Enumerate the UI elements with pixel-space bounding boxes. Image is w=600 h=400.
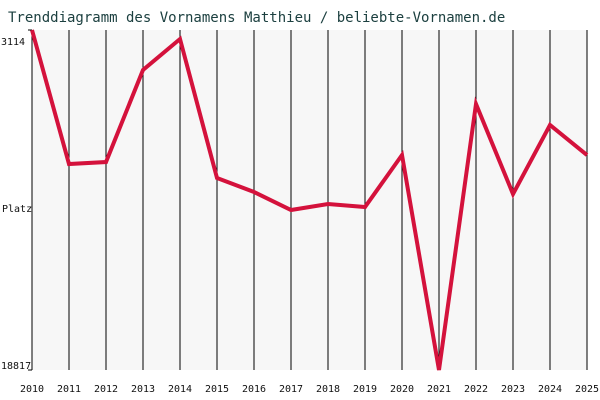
x-tick-label: 2022: [464, 384, 488, 395]
x-tick-label: 2020: [390, 384, 414, 395]
x-tick-label: 2015: [205, 384, 229, 395]
x-tick-label: 2011: [57, 384, 81, 395]
x-tick-label: 2016: [242, 384, 266, 395]
data-line: [30, 29, 589, 371]
plot-area: [32, 30, 587, 370]
x-tick-label: 2025: [575, 384, 599, 395]
x-tick-label: 2018: [316, 384, 340, 395]
chart-title: Trenddiagramm des Vornamens Matthieu / b…: [8, 10, 505, 26]
y-tick-label: 3114: [1, 37, 25, 48]
x-tick-label: 2010: [20, 384, 44, 395]
x-tick-label: 2013: [131, 384, 155, 395]
y-tick-label: 18817: [1, 361, 31, 372]
x-tick-label: 2024: [538, 384, 562, 395]
x-tick-label: 2014: [168, 384, 192, 395]
x-tick-label: 2019: [353, 384, 377, 395]
y-axis-label: Platz: [2, 204, 32, 215]
x-tick-label: 2023: [501, 384, 525, 395]
x-tick-label: 2012: [94, 384, 118, 395]
x-tick-label: 2021: [427, 384, 451, 395]
x-tick-label: 2017: [279, 384, 303, 395]
